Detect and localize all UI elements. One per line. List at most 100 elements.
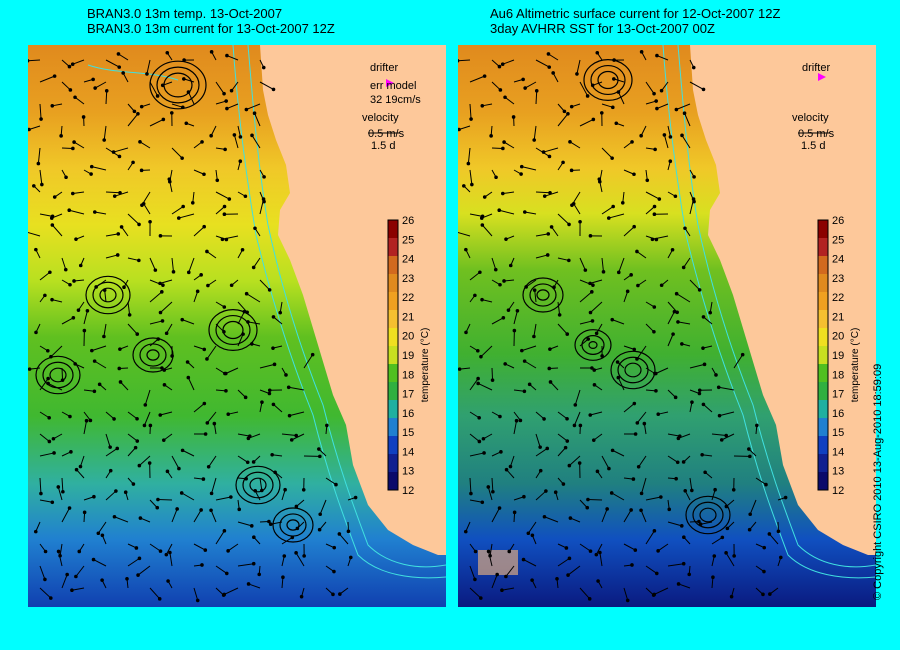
current-vector <box>623 226 635 237</box>
current-vector-head <box>541 150 546 154</box>
current-vector <box>617 377 625 391</box>
current-vector <box>61 367 64 381</box>
current-vector-head <box>165 51 170 55</box>
current-vector-head <box>145 72 149 76</box>
current-vector <box>711 577 714 589</box>
current-vector-head <box>117 65 122 69</box>
current-vector-head <box>476 376 480 381</box>
current-vector-head <box>610 156 614 160</box>
current-vector-head <box>52 74 57 78</box>
current-vector <box>273 404 283 413</box>
current-vector-head <box>46 381 50 386</box>
current-vector <box>524 360 537 369</box>
current-vector-head <box>205 249 209 254</box>
current-vector-head <box>157 597 162 601</box>
current-vector <box>169 552 173 567</box>
current-vector-head <box>71 146 75 151</box>
current-vector-head <box>565 439 570 443</box>
current-vector-head <box>501 315 506 320</box>
current-vector <box>469 378 479 391</box>
current-vector <box>279 301 283 313</box>
current-vector <box>469 75 485 83</box>
current-vector-head <box>668 135 673 139</box>
current-vector <box>127 301 131 315</box>
eddy-ring <box>49 367 67 383</box>
current-vector-head <box>225 53 229 58</box>
left-title-line2: BRAN3.0 13m current for 13-Oct-2007 12Z <box>87 21 335 36</box>
current-vector-head <box>654 389 658 393</box>
current-vector-head <box>48 270 52 275</box>
colorbar-swatch <box>388 364 398 383</box>
current-vector <box>768 533 779 545</box>
current-vector <box>458 125 471 130</box>
current-vector-head <box>166 579 170 583</box>
current-vector-head <box>578 219 582 224</box>
current-vector <box>39 433 50 442</box>
current-vector-head <box>28 127 31 132</box>
current-vector-head <box>90 348 94 353</box>
current-vector <box>645 323 655 333</box>
current-vector <box>149 81 159 97</box>
current-vector <box>105 90 108 105</box>
current-vector <box>652 235 669 240</box>
current-vector-head <box>252 535 256 540</box>
current-vector-head <box>289 438 294 442</box>
current-vector <box>28 125 41 130</box>
current-vector-head <box>222 91 226 96</box>
current-vector-head <box>203 548 208 552</box>
current-vector <box>57 486 63 501</box>
current-vector-head <box>199 508 203 512</box>
current-vector <box>709 301 713 313</box>
current-vector-head <box>479 354 483 359</box>
current-vector-head <box>776 529 781 534</box>
current-vector-head <box>659 283 664 288</box>
current-vector-head <box>614 121 619 126</box>
current-vector-head <box>43 549 48 554</box>
current-vector-head <box>92 494 96 499</box>
current-vector-head <box>720 535 725 540</box>
current-vector-head <box>681 265 686 270</box>
current-vector-head <box>195 598 200 603</box>
current-vector <box>104 290 107 303</box>
current-vector-head <box>49 354 53 359</box>
current-vector <box>121 226 129 237</box>
current-vector <box>506 469 515 479</box>
current-vector-head <box>503 362 507 366</box>
current-vector-head <box>480 500 485 505</box>
current-vector <box>623 403 635 413</box>
current-vector-head <box>683 226 687 231</box>
current-vector-head <box>755 423 759 428</box>
current-vector-head <box>241 332 245 336</box>
current-vector-head <box>700 452 704 457</box>
colorbar-tick-label: 25 <box>832 234 844 246</box>
current-vector-head <box>712 554 717 558</box>
current-vector-head <box>74 574 78 579</box>
current-vector <box>489 543 493 556</box>
current-vector <box>521 345 537 352</box>
current-vector-head <box>655 106 659 111</box>
current-vector-head <box>490 378 495 382</box>
current-vector <box>661 81 669 91</box>
current-vector-head <box>633 548 638 552</box>
current-vector <box>618 257 625 273</box>
current-vector <box>127 113 139 127</box>
current-vector <box>711 537 723 545</box>
current-vector <box>491 477 494 492</box>
colorbar-swatch <box>818 256 828 275</box>
colorbar-swatch <box>818 436 828 455</box>
contour-line <box>247 45 446 568</box>
current-vector <box>557 257 569 261</box>
current-vector <box>491 317 504 325</box>
current-vector-head <box>534 88 539 93</box>
current-vector-head <box>676 436 681 441</box>
current-arrows <box>458 50 788 603</box>
current-vector <box>105 433 111 448</box>
current-vector <box>689 81 704 90</box>
colorbar-swatch <box>388 328 398 347</box>
current-vector <box>246 293 261 303</box>
current-vector-head <box>112 514 117 519</box>
colorbar-swatch <box>388 400 398 419</box>
current-vector <box>71 587 85 591</box>
current-vector-head <box>495 572 499 577</box>
current-vector <box>533 125 537 141</box>
